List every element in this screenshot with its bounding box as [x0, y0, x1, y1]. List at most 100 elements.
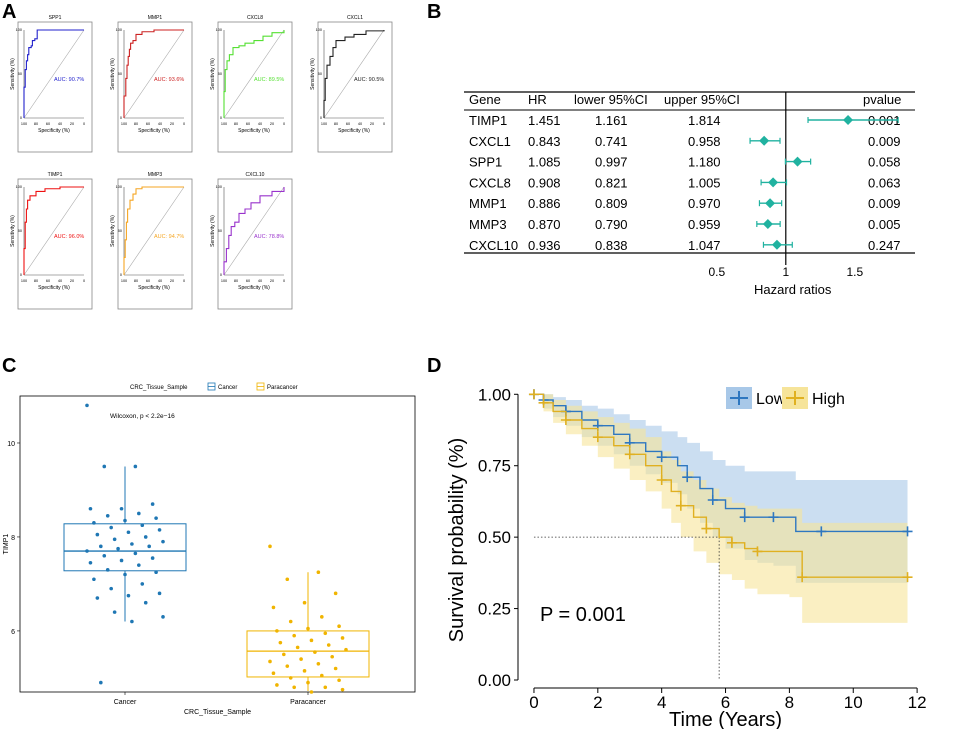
roc-y-tick-label: 100 — [116, 28, 122, 32]
roc-chart-cxcl1: CXCL1 100 80 60 40 20 0 0 50 100 Specificity (%) Se… — [310, 15, 393, 153]
roc-y-label: Sensitivity (%) — [110, 215, 116, 247]
forest-hr-diamond — [762, 219, 773, 229]
roc-x-tick-label: 0 — [383, 122, 385, 126]
box-data-point — [133, 464, 138, 469]
forest-hr-diamond — [765, 198, 776, 209]
forest-x-tick-label: 0.5 — [708, 265, 725, 279]
box-y-tick-label: 6 — [11, 629, 15, 636]
roc-chart-timp1: TIMP1 100 80 60 40 20 0 0 50 100 Specificity (%) Se… — [10, 172, 93, 310]
roc-x-tick-label: 80 — [234, 122, 238, 126]
box-data-point — [161, 615, 165, 619]
roc-x-tick-label: 60 — [246, 279, 250, 283]
box-data-point — [282, 652, 286, 657]
box-data-point — [337, 624, 341, 629]
km-legend-label: High — [812, 391, 845, 408]
forest-header-4: pvalue — [863, 92, 901, 107]
box-data-point — [143, 600, 148, 605]
box-x-label: CRC_Tissue_Sample — [184, 709, 251, 716]
forest-upper-value: 1.814 — [688, 113, 721, 128]
roc-title: TIMP1 — [48, 172, 63, 178]
roc-curve — [123, 29, 184, 118]
km-y-tick-label: 0.00 — [478, 671, 511, 690]
km-survival-line-high — [533, 393, 908, 578]
box-data-point — [119, 506, 124, 511]
roc-x-tick-label: 60 — [146, 279, 150, 283]
forest-gene-label: CXCL1 — [469, 134, 511, 149]
roc-chart-cxcl8: CXCL8 100 80 60 40 20 0 0 50 100 Specificity (%) Se… — [210, 15, 293, 153]
roc-y-tick-label: 0 — [20, 116, 22, 120]
km-y-tick-label: 0.50 — [478, 528, 511, 547]
box-data-point — [140, 582, 145, 586]
forest-upper-value: 0.958 — [688, 134, 721, 149]
roc-y-label: Sensitivity (%) — [110, 58, 116, 90]
roc-y-label: Sensitivity (%) — [310, 58, 316, 90]
forest-hr-value: 0.870 — [528, 217, 561, 232]
forest-pvalue: 0.009 — [868, 134, 901, 149]
roc-x-tick-label: 0 — [283, 279, 285, 283]
box-data-point — [161, 539, 165, 544]
roc-x-label: Specificity (%) — [138, 285, 170, 291]
km-x-tick-label: 8 — [785, 693, 794, 712]
roc-auc-label: AUC: 93.6% — [154, 77, 184, 83]
forest-upper-value: 1.180 — [688, 155, 721, 170]
roc-y-tick-label: 100 — [16, 185, 22, 189]
roc-x-tick-label: 80 — [34, 122, 38, 126]
box-data-point — [326, 643, 331, 647]
forest-hr-value: 0.908 — [528, 175, 561, 190]
box-data-point — [309, 690, 314, 694]
km-censor-mark — [560, 415, 571, 425]
roc-y-tick-label: 0 — [220, 116, 222, 120]
box-data-point — [150, 556, 155, 560]
forest-lower-value: 0.809 — [595, 196, 628, 211]
box-data-point — [123, 518, 127, 523]
roc-curve — [23, 29, 84, 118]
forest-gene-label: MMP3 — [469, 217, 507, 232]
box-data-point — [154, 516, 158, 520]
km-x-tick-label: 0 — [529, 693, 538, 712]
forest-hr-value: 0.843 — [528, 134, 561, 149]
forest-pvalue: 0.063 — [868, 175, 901, 190]
roc-title: MMP1 — [148, 15, 163, 21]
km-censor-mark — [739, 512, 750, 523]
roc-chart-cxcl10: CXCL10 100 80 60 40 20 0 0 50 100 Specificity (%) S… — [210, 172, 293, 310]
box-data-point — [88, 506, 93, 511]
roc-frame — [217, 21, 293, 153]
box-data-point — [126, 530, 131, 535]
box-data-point — [88, 560, 93, 565]
roc-x-tick-label: 100 — [221, 279, 227, 283]
box-data-point — [95, 532, 100, 537]
roc-diagonal — [123, 29, 185, 119]
roc-diagonal — [23, 186, 85, 276]
roc-auc-label: AUC: 78.8% — [254, 234, 284, 240]
roc-x-tick-label: 0 — [183, 279, 185, 283]
roc-title: CXCL8 — [247, 15, 263, 21]
box-data-point — [344, 647, 348, 652]
forest-lower-value: 0.997 — [595, 155, 628, 170]
box-data-point — [295, 645, 300, 650]
box-data-point — [320, 673, 324, 678]
forest-hr-value: 0.936 — [528, 238, 561, 253]
box-data-point — [105, 514, 110, 518]
roc-x-tick-label: 100 — [321, 122, 327, 126]
roc-x-label: Specificity (%) — [238, 285, 270, 291]
roc-x-tick-label: 0 — [83, 279, 85, 283]
roc-auc-label: AUC: 96.0% — [54, 234, 84, 240]
box-data-point — [112, 537, 117, 542]
box-data-point — [316, 570, 321, 574]
forest-upper-value: 0.959 — [688, 217, 721, 232]
box-data-point — [102, 464, 107, 469]
box-data-point — [133, 551, 138, 556]
box-y-tick-label: 10 — [7, 441, 15, 448]
roc-auc-label: AUC: 94.7% — [154, 234, 184, 240]
panel-letter-d: D — [427, 355, 441, 377]
km-confidence-band-high — [533, 394, 908, 623]
roc-x-tick-label: 60 — [46, 122, 50, 126]
roc-curve — [223, 30, 285, 118]
roc-x-tick-label: 0 — [83, 122, 85, 126]
km-censor-mark — [752, 546, 763, 557]
forest-x-tick-label: 1.5 — [846, 265, 863, 279]
km-y-tick-label: 1.00 — [478, 385, 511, 404]
box-data-point — [299, 657, 303, 661]
roc-x-tick-label: 40 — [258, 279, 262, 283]
box-data-point — [137, 563, 141, 567]
